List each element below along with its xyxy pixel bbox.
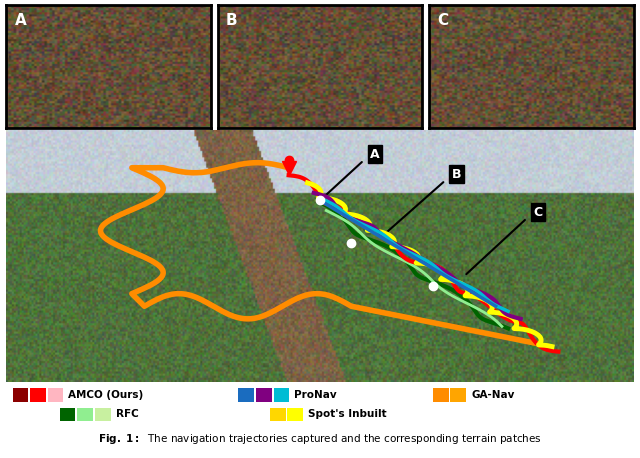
Bar: [13, 388, 28, 402]
Bar: [95, 408, 111, 421]
Text: C: C: [437, 13, 448, 28]
Text: C: C: [533, 206, 542, 218]
Bar: [287, 408, 303, 421]
Text: A: A: [370, 147, 380, 161]
Text: A: A: [15, 13, 26, 28]
Text: AMCO (Ours): AMCO (Ours): [68, 390, 144, 400]
Bar: [273, 388, 289, 402]
Text: $\bf{Fig.\ 1:}$  The navigation trajectories captured and the corresponding terr: $\bf{Fig.\ 1:}$ The navigation trajector…: [98, 432, 542, 447]
Bar: [256, 388, 272, 402]
Bar: [60, 408, 76, 421]
Text: ProNav: ProNav: [294, 390, 337, 400]
Text: B: B: [452, 168, 461, 181]
Bar: [77, 408, 93, 421]
Text: GA-Nav: GA-Nav: [471, 390, 515, 400]
Text: RFC: RFC: [116, 409, 138, 420]
Bar: [451, 388, 466, 402]
Bar: [239, 388, 254, 402]
Bar: [48, 388, 63, 402]
Bar: [270, 408, 285, 421]
Bar: [30, 388, 46, 402]
Bar: [433, 388, 449, 402]
Text: Spot's Inbuilt: Spot's Inbuilt: [308, 409, 387, 420]
Text: B: B: [226, 13, 237, 28]
